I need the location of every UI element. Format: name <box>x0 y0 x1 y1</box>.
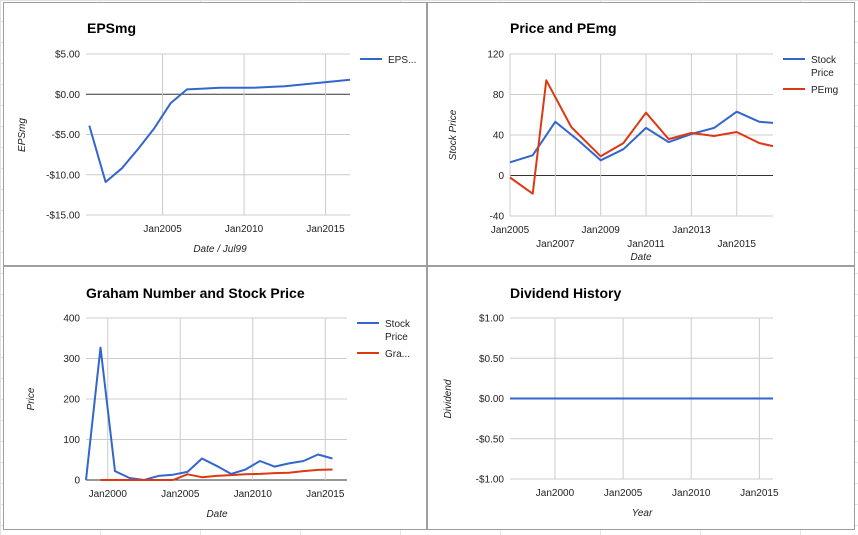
legend-label-line: Stock <box>811 55 837 66</box>
chart-title: Price and PEmg <box>510 20 617 36</box>
price-pe-chart-panel: Price and PEmg 120 80 40 0 -40 Jan2005 Jan2007 J… <box>427 2 855 266</box>
y-tick-label: 200 <box>63 395 80 406</box>
legend-label: Gra... <box>385 349 410 360</box>
series-line-pemg <box>509 79 774 195</box>
price-pe-svg: Price and PEmg 120 80 40 0 -40 Jan2005 Jan2007 J… <box>448 20 838 263</box>
x-tick-label: Jan2013 <box>672 225 711 236</box>
legend-label: PEmg <box>811 85 838 96</box>
y-tick-label: 40 <box>493 131 505 142</box>
legend-label: Stock Price <box>385 319 411 343</box>
x-tick-label: Jan2005 <box>143 224 182 235</box>
series-line-gra <box>100 468 333 481</box>
x-tick-label: Jan2009 <box>582 225 621 236</box>
chart-title: Dividend History <box>510 285 621 301</box>
x-tick-label: Jan2007 <box>536 239 575 250</box>
legend-label-line: Stock <box>385 319 411 330</box>
x-axis-label: Date <box>630 252 652 263</box>
x-tick-label: Jan2015 <box>306 224 345 235</box>
y-tick-label: 0 <box>498 171 504 182</box>
x-tick-label: Jan2010 <box>234 489 273 500</box>
x-tick-label: Jan2015 <box>740 488 779 499</box>
y-tick-label: 300 <box>63 354 80 365</box>
y-tick-label: $5.00 <box>55 50 80 61</box>
x-axis-label: Date <box>206 509 228 520</box>
y-tick-label: 400 <box>63 314 80 325</box>
series-line-stock-price <box>509 110 774 164</box>
x-tick-label: Jan2015 <box>306 489 345 500</box>
y-tick-label: 0 <box>74 476 80 487</box>
series-line-stock-price <box>85 346 333 481</box>
graham-svg: Graham Number and Stock Price 400 300 200 10… <box>26 285 411 520</box>
dividend-svg: Dividend History $1.00 $0.50 $0.00 -$0.50 -$1… <box>443 285 779 519</box>
legend-label-line: Price <box>385 332 408 343</box>
y-axis-label: Price <box>26 387 37 410</box>
x-tick-label: Jan2010 <box>672 488 711 499</box>
y-tick-label: $0.50 <box>479 354 504 365</box>
y-tick-label: -$10.00 <box>46 170 80 181</box>
x-tick-label: Jan2011 <box>627 239 665 250</box>
x-tick-label: Jan2005 <box>491 225 530 236</box>
y-tick-label: -40 <box>490 212 505 223</box>
x-axis-label: Date / Jul99 <box>193 244 247 255</box>
x-tick-label: Jan2010 <box>225 224 264 235</box>
y-tick-label: -$5.00 <box>52 130 81 141</box>
legend-label-line: Price <box>811 68 834 79</box>
x-tick-label: Jan2000 <box>89 489 128 500</box>
y-tick-label: $1.00 <box>479 314 504 325</box>
y-tick-label: 100 <box>63 435 80 446</box>
dividend-chart-panel: Dividend History $1.00 $0.50 $0.00 -$0.50 -$1… <box>427 266 855 530</box>
eps-svg: EPSmg $5.00 $0.00 -$5.00 -$10.00 -$15.00 Jan20… <box>17 20 416 255</box>
x-tick-label: Jan2015 <box>718 239 757 250</box>
legend-label: Stock Price <box>811 55 837 79</box>
chart-title: EPSmg <box>87 20 136 36</box>
y-tick-label: -$15.00 <box>46 211 80 222</box>
y-axis-label: Stock Price <box>448 109 459 160</box>
chart-title: Graham Number and Stock Price <box>86 285 305 301</box>
y-tick-label: -$0.50 <box>476 434 505 445</box>
y-tick-label: -$1.00 <box>476 475 505 486</box>
y-axis-label: Dividend <box>443 379 454 418</box>
x-tick-label: Jan2005 <box>604 488 643 499</box>
x-tick-label: Jan2000 <box>536 488 575 499</box>
y-tick-label: $0.00 <box>55 90 80 101</box>
eps-chart-panel: EPSmg $5.00 $0.00 -$5.00 -$10.00 -$15.00 Jan20… <box>3 2 427 266</box>
graham-chart-panel: Graham Number and Stock Price 400 300 200 10… <box>3 266 427 530</box>
y-axis-label: EPSmg <box>17 118 28 152</box>
legend-label: EPS... <box>388 55 416 66</box>
y-tick-label: $0.00 <box>479 394 504 405</box>
series-line-eps <box>88 78 351 183</box>
x-axis-label: Year <box>632 508 653 519</box>
x-tick-label: Jan2005 <box>161 489 200 500</box>
y-tick-label: 80 <box>493 90 505 101</box>
y-tick-label: 120 <box>487 50 504 61</box>
